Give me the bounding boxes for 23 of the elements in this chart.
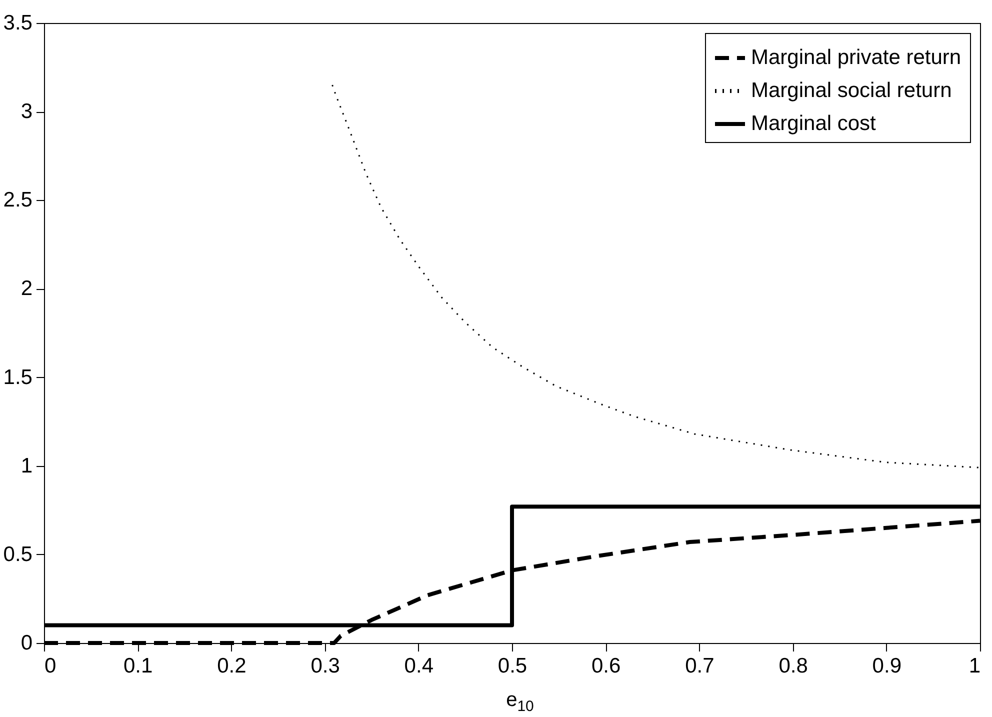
x-tick-label: 0.9 (872, 654, 902, 678)
y-tick-label: 1 (20, 454, 32, 478)
y-tick-label: 2 (20, 277, 32, 300)
y-tick-label: 3.5 (3, 12, 32, 34)
y-tick-label: 0.5 (3, 542, 32, 566)
x-tick-label: 0.6 (592, 654, 621, 678)
x-tick-label: 0.3 (310, 654, 340, 678)
x-tick-label: 0.2 (217, 654, 246, 678)
x-tick-label: 0.1 (124, 654, 153, 678)
x-tick-label: 0.5 (498, 654, 528, 678)
y-tick-label: 2.5 (3, 188, 32, 212)
x-tick-label: 0 (44, 654, 56, 678)
legend-label: Marginal social return (751, 79, 952, 102)
y-tick-label: 1.5 (3, 366, 32, 389)
y-tick-label: 0 (20, 632, 32, 654)
x-tick-label: 0.4 (404, 654, 434, 678)
legend-label: Marginal cost (751, 112, 876, 135)
y-tick-label: 3 (20, 100, 32, 124)
x-tick-label: 0.7 (685, 654, 714, 678)
x-axis-title: e$_{10}$ (505, 689, 535, 715)
x-tick-label: 1 (968, 654, 980, 678)
legend-label: Marginal private return (751, 46, 962, 69)
x-tick-label: 0.8 (778, 654, 808, 678)
